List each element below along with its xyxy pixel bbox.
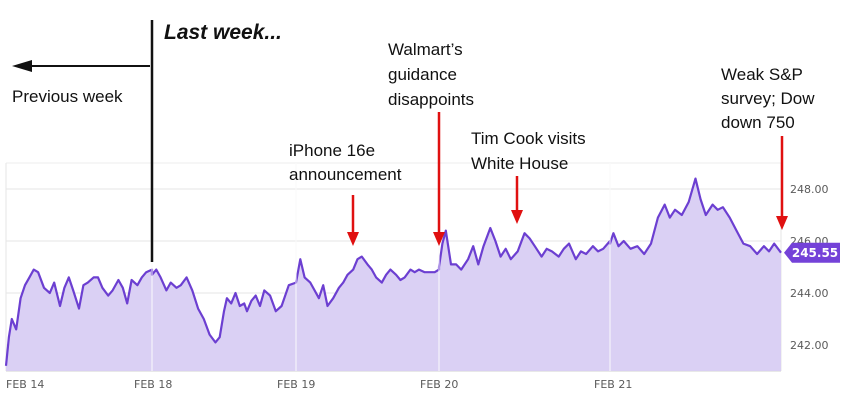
event-arrows <box>347 112 788 246</box>
weak-line-3: down 750 <box>721 113 795 132</box>
iphone-annotation: iPhone 16e announcement <box>289 141 402 184</box>
last-week-annotation: Last week... Previous week <box>12 20 282 262</box>
weak-arrow-head-icon <box>776 216 788 230</box>
x-tick-label: FEB 20 <box>420 378 458 391</box>
timcook-annotation: Tim Cook visits White House <box>471 129 586 173</box>
y-tick-label: 242.00 <box>790 339 829 352</box>
price-area <box>6 178 781 371</box>
left-arrow-head-icon <box>12 60 32 72</box>
timcook-line-2: White House <box>471 154 568 173</box>
weak-line-2: survey; Dow <box>721 89 815 108</box>
weak-line-1: Weak S&P <box>721 65 803 84</box>
iphone-line-2: announcement <box>289 165 402 184</box>
y-tick-label: 248.00 <box>790 183 829 196</box>
iphone-arrow-head-icon <box>347 232 359 246</box>
x-tick-label: FEB 14 <box>6 378 44 391</box>
price-tag-shape <box>784 242 840 263</box>
x-tick-label: FEB 19 <box>277 378 315 391</box>
weak-annotation: Weak S&P survey; Dow down 750 <box>721 65 815 132</box>
timcook-arrow-head-icon <box>511 210 523 224</box>
walmart-line-3: disappoints <box>388 90 474 109</box>
timcook-line-1: Tim Cook visits <box>471 129 586 148</box>
walmart-line-1: Walmart’s <box>388 40 463 59</box>
iphone-line-1: iPhone 16e <box>289 141 375 160</box>
x-tick-label: FEB 18 <box>134 378 172 391</box>
previous-week-label: Previous week <box>12 87 123 106</box>
last-week-label: Last week... <box>164 21 282 44</box>
last-price-value: 245.55 <box>792 246 838 260</box>
last-price-tag: 245.55 <box>784 242 840 263</box>
y-tick-label: 244.00 <box>790 287 829 300</box>
walmart-arrow-head-icon <box>433 232 445 246</box>
price-line <box>4 177 782 366</box>
walmart-line-2: guidance <box>388 65 457 84</box>
x-tick-label: FEB 21 <box>594 378 632 391</box>
walmart-annotation: Walmart’s guidance disappoints <box>388 40 474 109</box>
